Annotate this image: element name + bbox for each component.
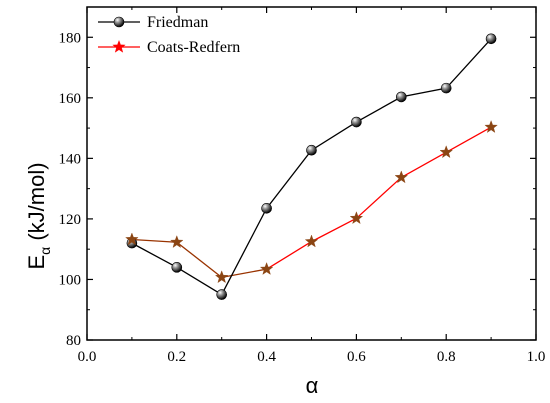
legend-friedman-marker — [113, 16, 125, 28]
legend-friedman-label: Friedman — [147, 14, 208, 31]
coats-redfern-point — [170, 235, 184, 248]
y-tick-label: 120 — [59, 212, 82, 228]
coats-redfern-line-segment — [355, 176, 402, 219]
coats-redfern-point — [125, 232, 139, 246]
friedman-point — [306, 144, 317, 156]
coats-redfern-line-segment — [131, 238, 177, 243]
coats-redfern-line-segment — [221, 268, 267, 278]
y-tick-label: 80 — [66, 333, 81, 349]
friedman-line — [131, 38, 492, 296]
coats-redfern-point — [484, 120, 498, 133]
svg-text:Eα (kJ/mol): Eα (kJ/mol) — [24, 162, 53, 269]
y-axis-title: Eα (kJ/mol) — [24, 162, 53, 269]
coats-redfern-line-segment — [311, 217, 357, 243]
y-tick-label: 100 — [59, 272, 82, 288]
x-tick-label: 1.0 — [527, 349, 546, 365]
x-tick-label: 0.6 — [347, 349, 366, 365]
friedman-point — [216, 289, 227, 300]
x-tick-label: 0.0 — [78, 349, 97, 365]
coats-redfern-line-segment — [266, 241, 312, 270]
coats-redfern-point — [304, 234, 319, 248]
x-axis-ticks: 0.0 0.2 0.4 0.6 0.8 1.0 — [78, 7, 546, 365]
friedman-point — [261, 203, 272, 214]
y-tick-label: 140 — [59, 151, 82, 167]
coats-redfern-line-segment — [176, 241, 223, 278]
x-tick-label: 0.2 — [167, 349, 186, 365]
y-tick-label: 160 — [59, 91, 82, 107]
friedman-point — [395, 91, 407, 103]
x-tick-label: 0.4 — [257, 349, 276, 365]
friedman-point — [171, 262, 183, 273]
x-axis-title: α — [306, 373, 319, 398]
series-layer — [125, 33, 498, 300]
coats-redfern-point — [394, 170, 409, 184]
coats-redfern-line-segment — [445, 126, 492, 153]
plot-area — [86, 6, 537, 341]
x-tick-label: 0.8 — [437, 349, 456, 365]
legend-coats-redfern-marker — [112, 39, 126, 53]
coats-redfern-point — [349, 211, 364, 225]
legend-coats-redfern-label: Coats-Redfern — [147, 39, 240, 56]
friedman-point — [440, 82, 452, 94]
legend: Friedman Coats-Redfern — [98, 14, 240, 56]
y-axis-title-subscript: α — [37, 247, 53, 255]
coats-redfern-line-segment — [400, 151, 447, 179]
y-axis-ticks: 80 100 120 140 160 180 — [59, 6, 536, 349]
coats-redfern-point — [439, 145, 453, 159]
y-axis-title-main: E — [24, 255, 49, 270]
friedman-point — [351, 116, 362, 128]
plot-frame — [86, 6, 537, 341]
coats-redfern-point — [259, 262, 274, 275]
coats-redfern-point — [214, 270, 229, 284]
y-axis-title-units: (kJ/mol) — [24, 162, 49, 246]
friedman-point — [485, 33, 497, 45]
y-tick-label: 180 — [59, 30, 82, 46]
